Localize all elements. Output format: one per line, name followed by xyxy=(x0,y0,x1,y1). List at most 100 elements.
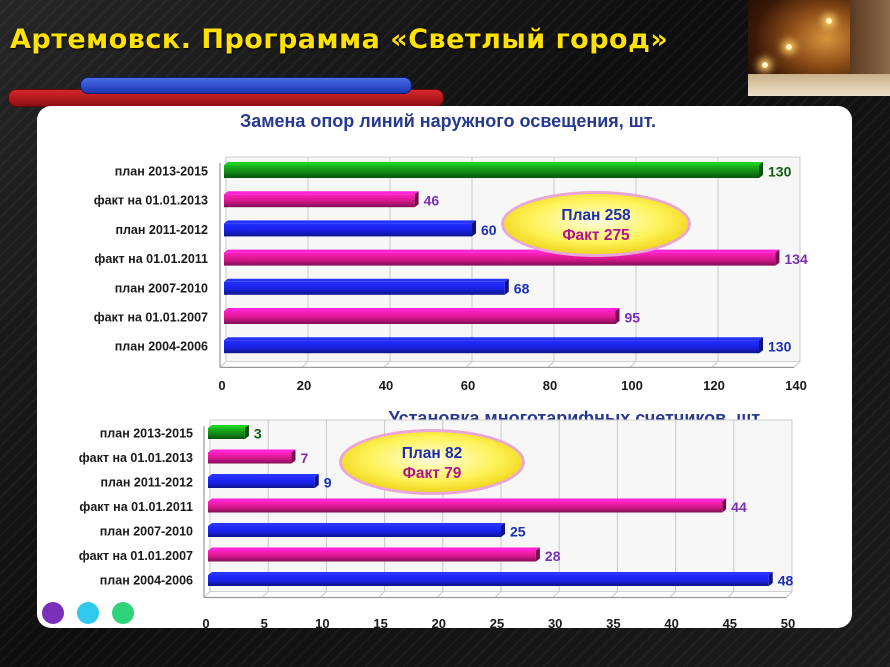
bar xyxy=(208,452,292,464)
category-label: план 2004-2006 xyxy=(115,340,208,354)
bar-top xyxy=(224,191,419,195)
data-label: 9 xyxy=(324,475,332,491)
gridline-floor xyxy=(669,591,676,598)
bar-top xyxy=(208,425,249,428)
category-label: план 2013-2015 xyxy=(100,427,193,441)
bar-end xyxy=(759,337,763,354)
data-label: 44 xyxy=(731,499,747,515)
bar-end xyxy=(775,249,780,266)
callout-plan: План 82 xyxy=(402,445,463,462)
gridline-floor xyxy=(793,361,801,368)
category-label: факт на 01.01.2013 xyxy=(94,194,208,208)
bar xyxy=(208,501,723,513)
tick-label: 20 xyxy=(297,378,311,393)
tick-label: 40 xyxy=(664,616,678,631)
bar-end xyxy=(414,191,419,208)
category-label: план 2007-2010 xyxy=(100,525,193,539)
gridline-floor xyxy=(711,361,719,368)
bar-end xyxy=(472,220,476,237)
bar-end xyxy=(722,498,727,513)
bar xyxy=(224,165,759,178)
category-label: план 2011-2012 xyxy=(100,476,193,490)
bar-top xyxy=(224,220,476,224)
callout-fact: Факт 79 xyxy=(403,465,462,482)
data-label: 130 xyxy=(768,339,792,355)
data-label: 46 xyxy=(424,193,440,209)
callout-plan: План 258 xyxy=(561,207,631,224)
gridline-floor xyxy=(301,361,309,368)
tick-label: 40 xyxy=(379,378,393,393)
bar-end xyxy=(501,523,505,537)
photo-lamp xyxy=(786,44,792,50)
gridline-floor xyxy=(547,361,555,368)
decorative-blue-bar xyxy=(80,77,412,94)
bar-end xyxy=(535,547,540,562)
bar-end xyxy=(615,308,620,324)
bar-end xyxy=(314,474,319,488)
tick-label: 0 xyxy=(202,616,209,631)
data-label: 95 xyxy=(625,310,641,326)
callout xyxy=(504,194,688,254)
bar-top xyxy=(208,474,319,477)
photo-lamp xyxy=(826,18,832,24)
photo-lamp xyxy=(762,62,768,68)
gridline-floor xyxy=(629,361,637,368)
chart-2: Установка многотарифных счетчиков, шт.0 5… xyxy=(79,408,796,631)
bar xyxy=(208,575,769,586)
data-label: 28 xyxy=(545,548,561,564)
tick-label: 45 xyxy=(723,616,737,631)
bar xyxy=(224,340,759,354)
callout xyxy=(342,432,522,492)
data-label: 60 xyxy=(481,222,497,238)
bar-top xyxy=(208,449,296,453)
bar-end xyxy=(504,278,509,295)
bar-end xyxy=(291,449,296,464)
gridline-floor xyxy=(494,591,502,598)
green-dot-icon xyxy=(112,602,134,624)
callout-fact: Факт 275 xyxy=(562,227,630,244)
bar-top xyxy=(208,547,540,551)
tick-label: 15 xyxy=(373,616,387,631)
data-label: 25 xyxy=(510,524,526,540)
category-label: факт на 01.01.2011 xyxy=(94,252,208,266)
tick-label: 80 xyxy=(543,378,557,393)
gridline-floor xyxy=(261,591,269,598)
photo-snow xyxy=(748,74,890,96)
data-label: 130 xyxy=(768,164,792,180)
bar xyxy=(208,550,536,562)
gridline-floor xyxy=(219,361,227,368)
tick-label: 100 xyxy=(621,378,643,393)
tick-label: 0 xyxy=(218,378,225,393)
gridline-floor xyxy=(378,591,385,598)
bar xyxy=(224,194,415,208)
bar xyxy=(224,252,776,266)
data-label: 3 xyxy=(254,426,262,442)
purple-dot-icon xyxy=(42,602,64,624)
chart-1: Замена опор линий наружного освещения, ш… xyxy=(94,111,808,393)
gridline-floor xyxy=(465,361,473,368)
bar-end xyxy=(768,572,773,586)
data-label: 48 xyxy=(778,573,794,589)
bar-top xyxy=(224,162,763,165)
data-label: 7 xyxy=(300,450,308,466)
bar xyxy=(208,526,501,537)
category-label: план 2004-2006 xyxy=(100,574,193,588)
chart-title: Замена опор линий наружного освещения, ш… xyxy=(240,111,656,131)
gridline-floor xyxy=(203,591,211,598)
bar xyxy=(224,311,616,324)
bar-top xyxy=(208,523,505,526)
bar xyxy=(224,281,505,295)
category-label: факт на 01.01.2007 xyxy=(79,549,193,563)
tick-label: 5 xyxy=(261,616,268,631)
tick-label: 35 xyxy=(606,616,620,631)
category-label: план 2011-2012 xyxy=(115,223,208,237)
bar-end xyxy=(759,162,763,178)
gridline-floor xyxy=(436,591,444,598)
gridline-floor xyxy=(785,591,793,598)
cyan-dot-icon xyxy=(77,602,99,624)
bar-top xyxy=(208,572,773,575)
tick-label: 50 xyxy=(781,616,795,631)
slide-title: Артемовск. Программа «Светлый город» xyxy=(10,24,669,55)
tick-label: 120 xyxy=(703,378,725,393)
